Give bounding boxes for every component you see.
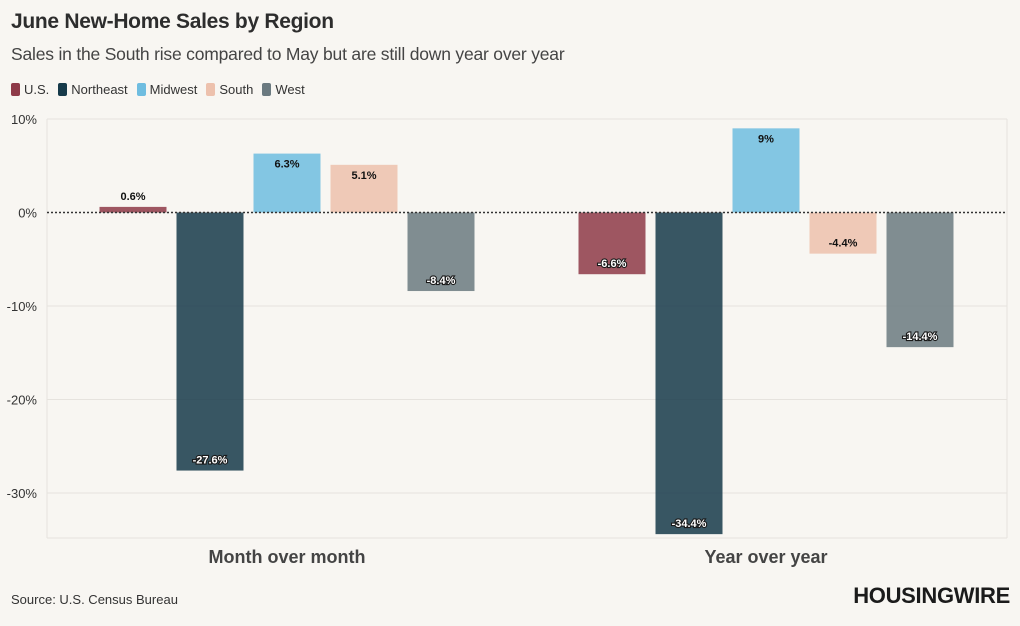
legend-item-northeast[interactable]: Northeast <box>58 82 128 97</box>
bar-us-yoy[interactable] <box>578 212 646 275</box>
bar-northeast-yoy[interactable] <box>655 212 723 535</box>
bar-south-yoy[interactable] <box>809 212 877 254</box>
bar-us-mom[interactable] <box>99 206 167 213</box>
legend-label-us: U.S. <box>24 82 50 97</box>
x-category-label: Month over month <box>209 547 366 567</box>
y-tick-label: 0% <box>18 206 37 221</box>
data-label: 0.6% <box>120 191 145 203</box>
legend-swatch-us <box>11 83 20 96</box>
data-label: 6.3% <box>274 159 299 171</box>
legend-label-west: West <box>275 82 305 97</box>
legend-label-south: South <box>219 82 254 97</box>
legend-item-midwest[interactable]: Midwest <box>136 82 198 97</box>
data-label: 5.1% <box>351 170 376 182</box>
legend-swatch-midwest <box>136 83 146 96</box>
bar-south-mom[interactable] <box>330 164 398 213</box>
legend-swatch-northeast <box>58 83 68 96</box>
data-label: -14.4% <box>903 331 938 343</box>
data-label: -4.4% <box>829 238 858 250</box>
legend-swatch-west <box>262 83 272 96</box>
housingwire-logo: HOUSINGWIRE <box>853 583 1010 608</box>
y-tick-label: -20% <box>7 393 38 408</box>
legend-swatch-south <box>206 83 216 96</box>
data-label: -8.4% <box>427 275 456 287</box>
chart-title: June New-Home Sales by Region <box>11 10 334 33</box>
data-label: -27.6% <box>193 455 228 467</box>
y-tick-label: -30% <box>7 486 38 501</box>
y-tick-label: 10% <box>11 112 37 127</box>
bar-west-yoy[interactable] <box>886 212 954 348</box>
bar-midwest-yoy[interactable] <box>732 128 800 213</box>
chart-subtitle: Sales in the South rise compared to May … <box>11 44 565 64</box>
bar-west-mom[interactable] <box>407 212 475 292</box>
legend-label-northeast: Northeast <box>71 82 128 97</box>
legend-item-us[interactable]: U.S. <box>11 82 49 97</box>
data-label: 9% <box>758 133 774 145</box>
source-note: Source: U.S. Census Bureau <box>11 592 178 607</box>
data-label: -6.6% <box>598 258 627 270</box>
legend-item-west[interactable]: West <box>262 82 305 97</box>
legend-item-south[interactable]: South <box>206 82 253 97</box>
x-category-label: Year over year <box>704 547 827 567</box>
data-label: -34.4% <box>672 518 707 530</box>
bar-northeast-mom[interactable] <box>176 212 244 471</box>
legend-label-midwest: Midwest <box>149 82 198 97</box>
legend: U.S. Northeast Midwest South West <box>11 82 314 97</box>
y-tick-label: -10% <box>7 299 38 314</box>
bar-midwest-mom[interactable] <box>253 153 321 213</box>
